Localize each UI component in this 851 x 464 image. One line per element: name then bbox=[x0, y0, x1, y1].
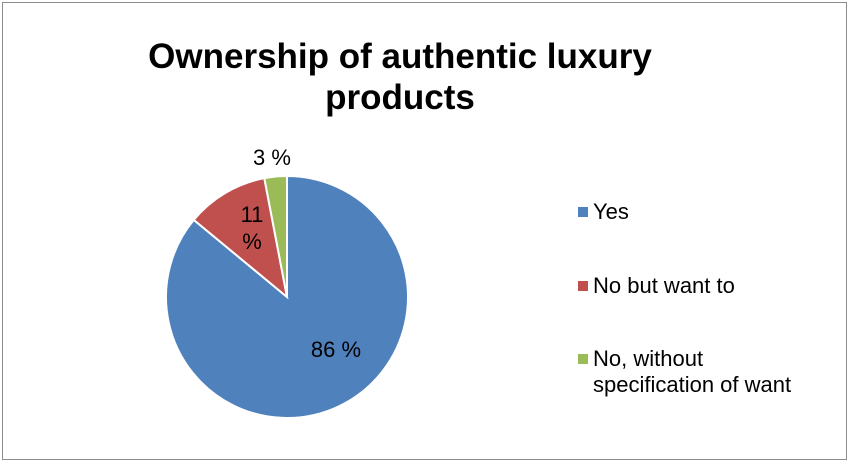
legend-item-no-without-spec: No, without specification of want bbox=[578, 346, 791, 398]
data-label-no-without-spec: 3 % bbox=[253, 145, 291, 170]
pie-slice-no-but-want bbox=[192, 176, 289, 300]
legend-swatch-yes bbox=[578, 207, 588, 217]
legend-label-no-but-want: No but want to bbox=[593, 273, 735, 298]
legend-item-no-but-want: No but want to bbox=[578, 273, 735, 299]
chart-title: Ownership of authentic luxury products bbox=[148, 37, 652, 117]
data-label-no-but-want: 11% bbox=[241, 202, 264, 254]
data-label-yes: 86 % bbox=[311, 337, 361, 362]
pie-slice-no-without-spec bbox=[263, 174, 288, 298]
legend-label-no-without-spec: No, without specification of want bbox=[593, 346, 792, 397]
legend-swatch-no-without-spec bbox=[578, 354, 588, 364]
legend-swatch-no-but-want bbox=[578, 281, 588, 291]
legend-label-yes: Yes bbox=[593, 199, 629, 224]
legend-item-yes: Yes bbox=[578, 199, 629, 225]
